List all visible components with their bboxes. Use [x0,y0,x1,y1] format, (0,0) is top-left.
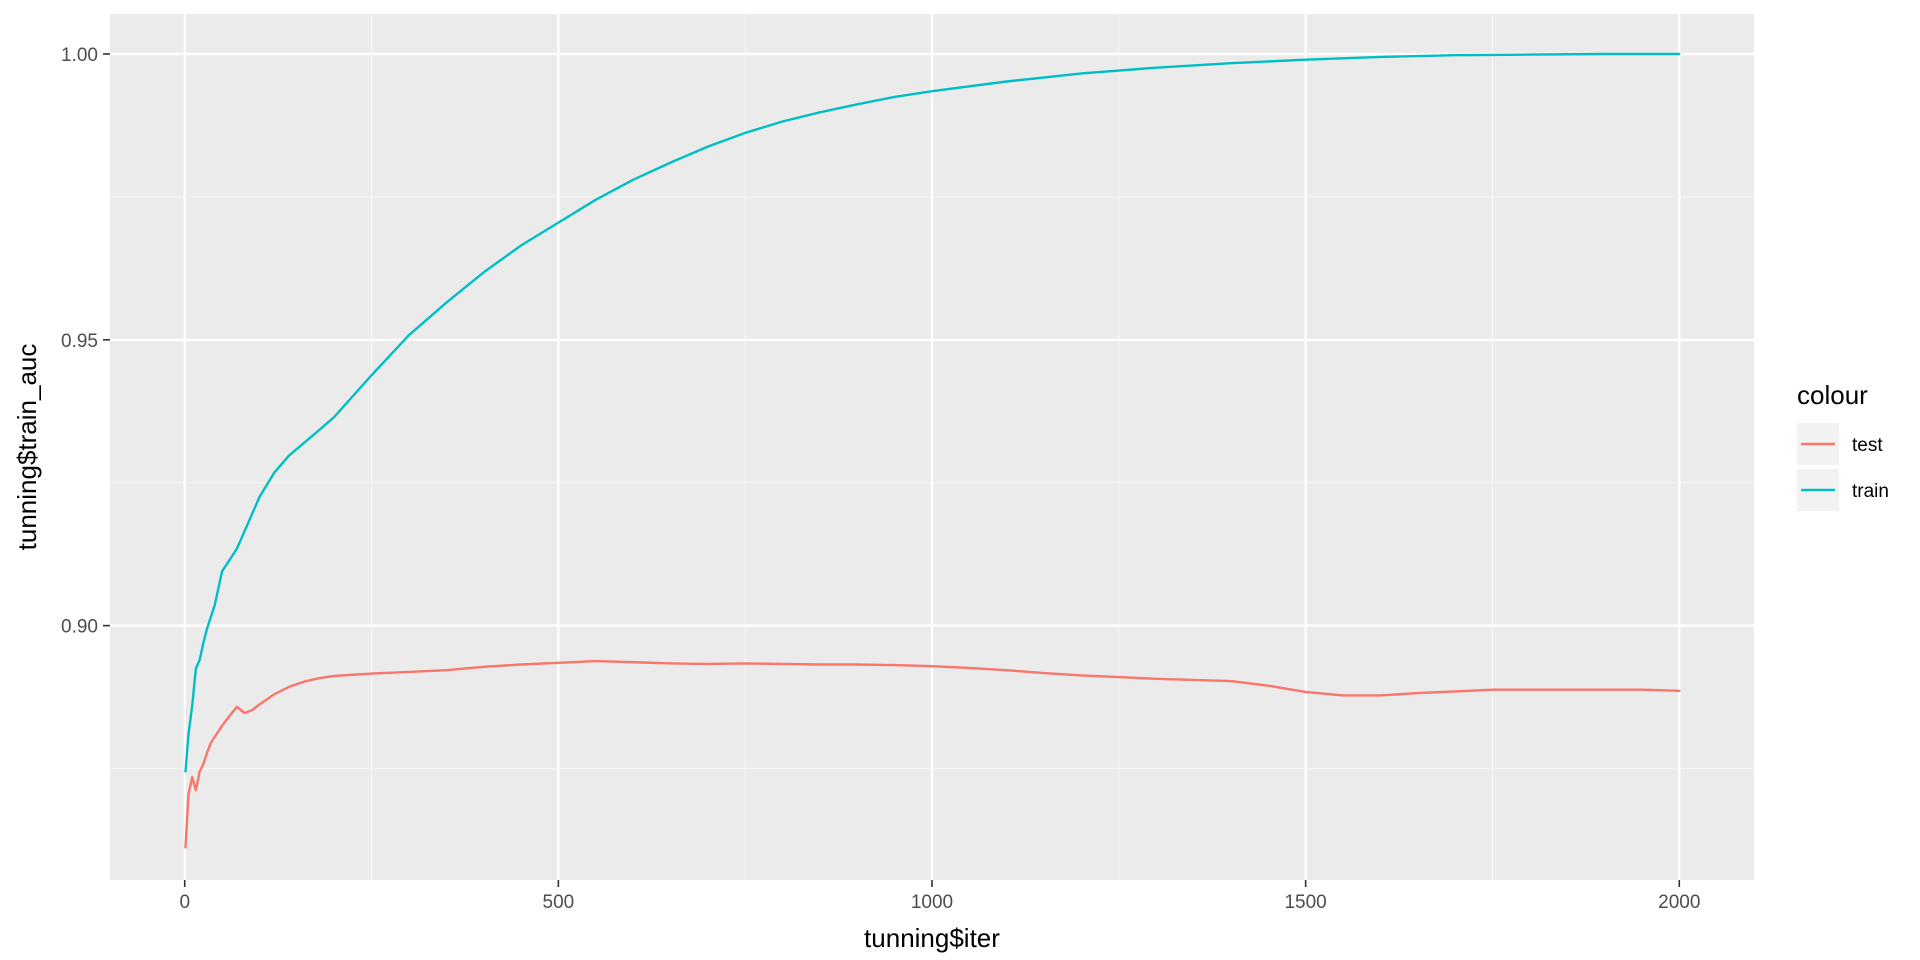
series-line-test [184,659,1681,849]
y-tick-label: 1.00 [61,45,98,66]
x-tick-label: 1500 [1284,892,1326,913]
legend-item-train: train [1797,469,1889,511]
legend-label: test [1852,435,1883,456]
x-axis-title: tunning$iter [864,923,1000,953]
legend-items: test train [1797,423,1889,511]
series-lines [184,52,1681,849]
series-line-train [184,52,1681,773]
y-tick-label: 0.90 [61,617,98,638]
legend-item-test: test [1797,423,1883,465]
legend-title: colour [1797,380,1868,410]
major-gridlines [110,14,1754,880]
y-axis-ticks: 0.90 0.95 1.00 [61,45,110,638]
legend: colour test train [1797,380,1889,511]
x-tick-label: 2000 [1658,892,1700,913]
legend-label: train [1852,481,1889,502]
y-tick-label: 0.95 [61,331,98,352]
x-axis-ticks: 0 500 1000 1500 2000 [179,880,1700,913]
x-tick-label: 0 [179,892,190,913]
x-tick-label: 500 [543,892,575,913]
y-axis-title: tunning$train_auc [12,344,42,551]
x-tick-label: 1000 [911,892,953,913]
